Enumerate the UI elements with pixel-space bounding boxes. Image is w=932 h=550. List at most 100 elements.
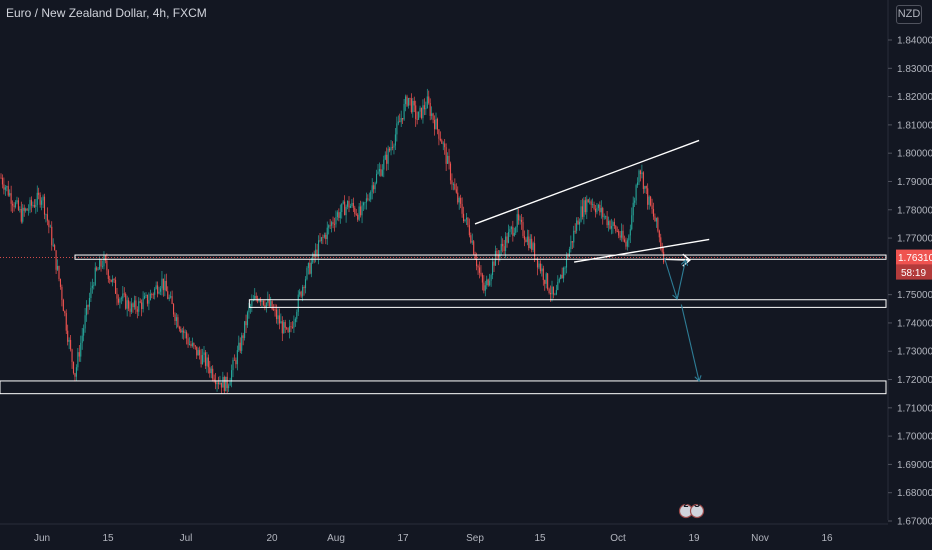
candle-body-446 (647, 188, 649, 205)
candle-body-87 (126, 300, 128, 309)
time-tick-label-8: Oct (610, 533, 626, 544)
candle-body-428 (621, 230, 623, 238)
candle-body-57 (83, 328, 85, 336)
candle-body-97 (141, 302, 143, 309)
candle-body-438 (635, 185, 637, 201)
event-badge-1[interactable] (689, 503, 705, 519)
candle-body-416 (603, 216, 605, 218)
candle-body-90 (130, 303, 133, 312)
candle-body-85 (123, 293, 125, 295)
candle-body-70 (101, 266, 104, 268)
candle-body-368 (534, 243, 536, 259)
channel-lower-line[interactable] (574, 238, 710, 263)
candle-body-257 (373, 185, 375, 190)
projection-up[interactable] (676, 260, 687, 300)
candle-body-59 (86, 305, 88, 316)
candle-body-101 (146, 294, 148, 304)
candle-body-81 (117, 298, 119, 303)
candle-body-107 (155, 285, 157, 289)
candle-body-44 (64, 311, 66, 314)
candle-body-154 (223, 377, 225, 392)
candle-body-238 (345, 206, 347, 216)
candle-body-20 (29, 199, 31, 210)
candle-body-230 (333, 223, 336, 225)
lower-zone[interactable] (0, 380, 887, 395)
candle-body-33 (48, 220, 50, 227)
candle-body-312 (452, 184, 454, 185)
candle-body-449 (651, 205, 653, 210)
candle-body-415 (602, 208, 604, 217)
candle-body-232 (336, 212, 338, 218)
candle-body-359 (521, 219, 523, 223)
candle-body-294 (426, 96, 428, 108)
candle-body-279 (405, 96, 407, 105)
candle-body-241 (349, 206, 351, 208)
candle-body-260 (377, 171, 379, 174)
candle-body-443 (642, 172, 644, 189)
candle-body-167 (242, 335, 244, 338)
candle-body-434 (629, 229, 631, 236)
candle-body-267 (387, 148, 389, 164)
projection-down-1[interactable] (663, 257, 678, 300)
candle-body-22 (32, 204, 34, 206)
candle-body-168 (244, 321, 246, 338)
candle-body-378 (548, 289, 550, 293)
candle-body-119 (173, 304, 175, 315)
candle-body-135 (196, 346, 198, 356)
candle-body-439 (637, 182, 639, 186)
currency-badge[interactable]: NZD (896, 5, 922, 24)
candle-body-454 (658, 230, 660, 238)
candle-body-185 (268, 299, 270, 306)
candle-body-386 (560, 274, 562, 279)
price-tick-label-14: 1.69000 (897, 460, 932, 471)
candle-body-10 (14, 202, 17, 208)
projection-down-2[interactable] (680, 304, 700, 382)
candle-body-360 (522, 222, 524, 237)
candle-body-67 (97, 269, 99, 271)
candle-body-387 (561, 274, 563, 279)
candle-body-336 (487, 279, 489, 286)
candle-body-262 (380, 169, 382, 176)
candle-body-253 (367, 198, 369, 200)
candle-body-76 (110, 279, 112, 282)
candle-body-451 (654, 216, 656, 222)
candle-body-178 (258, 299, 260, 302)
candle-body-65 (94, 267, 96, 285)
candle-body-41 (59, 279, 61, 287)
candle-body-269 (390, 147, 392, 151)
last-price-label: 1.76310 (898, 253, 932, 264)
candle-body-212 (307, 263, 309, 268)
price-axis[interactable]: 1.84000 1.83000 1.82000 1.81000 1.80000 1.790… (887, 0, 932, 550)
candle-body-3 (4, 187, 6, 190)
drawings-layer[interactable] (0, 139, 887, 395)
candle-body-308 (447, 155, 449, 164)
candle-body-18 (26, 208, 28, 211)
candle-body-102 (148, 300, 150, 304)
candle-body-157 (228, 385, 230, 389)
candle-body-340 (493, 261, 495, 266)
candle-body-338 (490, 275, 492, 281)
candle-body-354 (513, 232, 515, 236)
candle-body-121 (175, 317, 177, 322)
upper-zone[interactable] (74, 254, 887, 260)
candle-body-440 (638, 170, 640, 183)
candle-body-396 (574, 230, 576, 232)
candle-body-282 (409, 97, 411, 99)
candle-body-350 (507, 231, 510, 243)
candle-body-252 (365, 198, 367, 203)
candle-body-303 (439, 138, 441, 141)
candle-body-235 (341, 203, 343, 213)
time-axis[interactable]: Jun 15 Jul 20 Aug 17 Sep 15 Oct 19 Nov 16 (0, 523, 888, 550)
candle-body-310 (449, 163, 452, 181)
candle-body-264 (383, 159, 385, 170)
channel-upper-line[interactable] (474, 139, 700, 225)
middle-zone[interactable] (248, 299, 887, 308)
candle-body-143 (207, 357, 209, 368)
candle-body-61 (88, 297, 90, 307)
candle-body-141 (204, 352, 206, 366)
candle-body-194 (281, 321, 283, 334)
candle-body-328 (476, 259, 478, 267)
candle-body-213 (309, 263, 311, 274)
